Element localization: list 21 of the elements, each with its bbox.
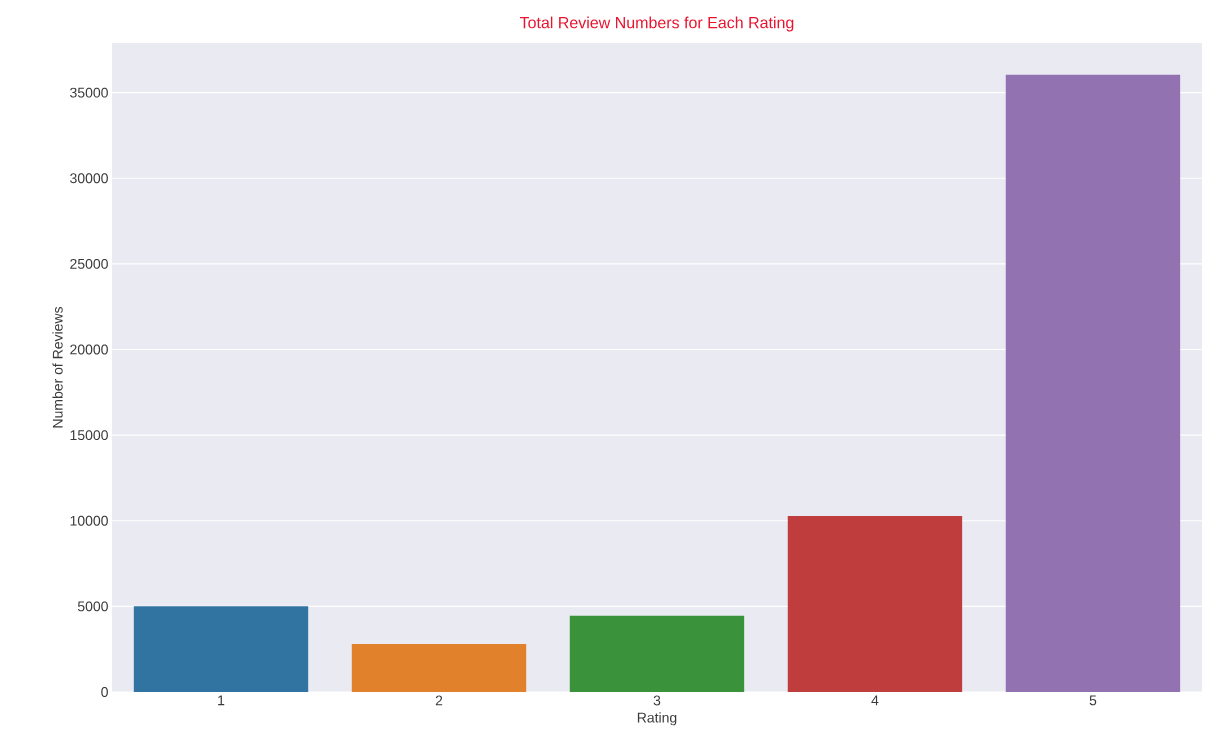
- x-tick-label: 5: [1089, 695, 1097, 706]
- y-axis-title: Number of Reviews: [52, 306, 63, 428]
- y-tick-label: 10000: [70, 515, 108, 526]
- y-tick-label: 30000: [70, 173, 108, 184]
- y-tick-label: 35000: [70, 87, 108, 98]
- chart-title: Total Review Numbers for Each Rating: [519, 16, 794, 32]
- y-tick-label: 5000: [77, 601, 108, 612]
- y-tick-label: 20000: [70, 344, 108, 355]
- bar: [787, 516, 963, 692]
- x-axis-title: Rating: [637, 712, 677, 726]
- bar: [569, 615, 745, 692]
- x-tick-label: 4: [871, 695, 879, 706]
- y-tick-label: 0: [101, 687, 108, 697]
- y-tick-label: 15000: [70, 430, 108, 441]
- y-tick-label: 25000: [70, 258, 108, 269]
- bar: [1005, 74, 1181, 692]
- x-tick-label: 1: [218, 695, 225, 706]
- bar: [133, 606, 309, 692]
- bar: [351, 644, 527, 692]
- x-tick-label: 3: [653, 695, 661, 706]
- x-tick-label: 2: [435, 695, 443, 706]
